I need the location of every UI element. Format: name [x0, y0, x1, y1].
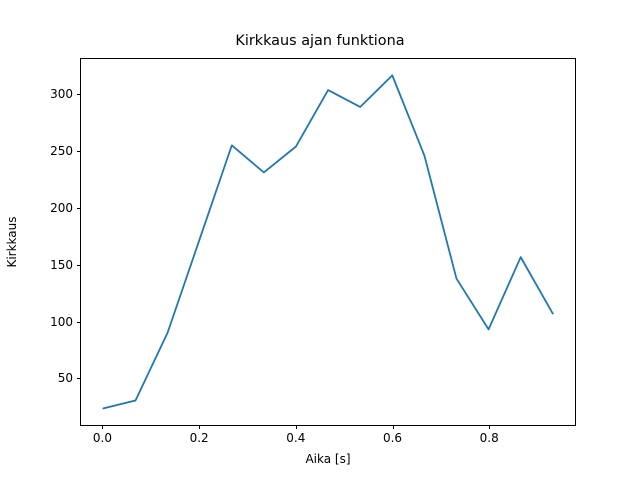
chart-title: Kirkkaus ajan funktiona — [235, 33, 405, 49]
y-tick-label: 100 — [50, 314, 73, 329]
x-tick-mark — [199, 425, 201, 430]
y-tick-mark — [76, 94, 80, 96]
y-tick-mark — [76, 321, 80, 323]
x-tick-label: 0.8 — [479, 431, 499, 445]
x-tick-mark — [295, 425, 297, 430]
x-tick-mark — [392, 425, 394, 430]
x-tick-label: 0.0 — [92, 431, 113, 445]
y-tick-label: 150 — [50, 257, 73, 272]
y-tick-label: 200 — [50, 201, 73, 215]
y-tick-label: 300 — [50, 87, 73, 102]
y-tick-mark — [76, 378, 80, 380]
x-tick-mark — [102, 425, 104, 430]
y-tick-mark — [76, 208, 80, 209]
x-tick-label: 0.4 — [286, 431, 306, 445]
y-tick-label: 250 — [50, 144, 73, 159]
x-tick-mark — [489, 425, 491, 430]
y-tick-mark — [76, 151, 80, 153]
x-tick-label: 0.6 — [382, 431, 403, 445]
x-axis-label: Aika [s] — [305, 452, 351, 466]
y-tick-label: 50 — [57, 371, 73, 386]
x-tick-label: 0.2 — [189, 431, 209, 445]
y-axis-label: Kirkkaus — [5, 216, 19, 268]
y-tick-mark — [76, 264, 80, 266]
plot-axes-area — [80, 57, 576, 426]
data-series-line — [102, 74, 554, 409]
line-chart-svg — [102, 74, 554, 409]
